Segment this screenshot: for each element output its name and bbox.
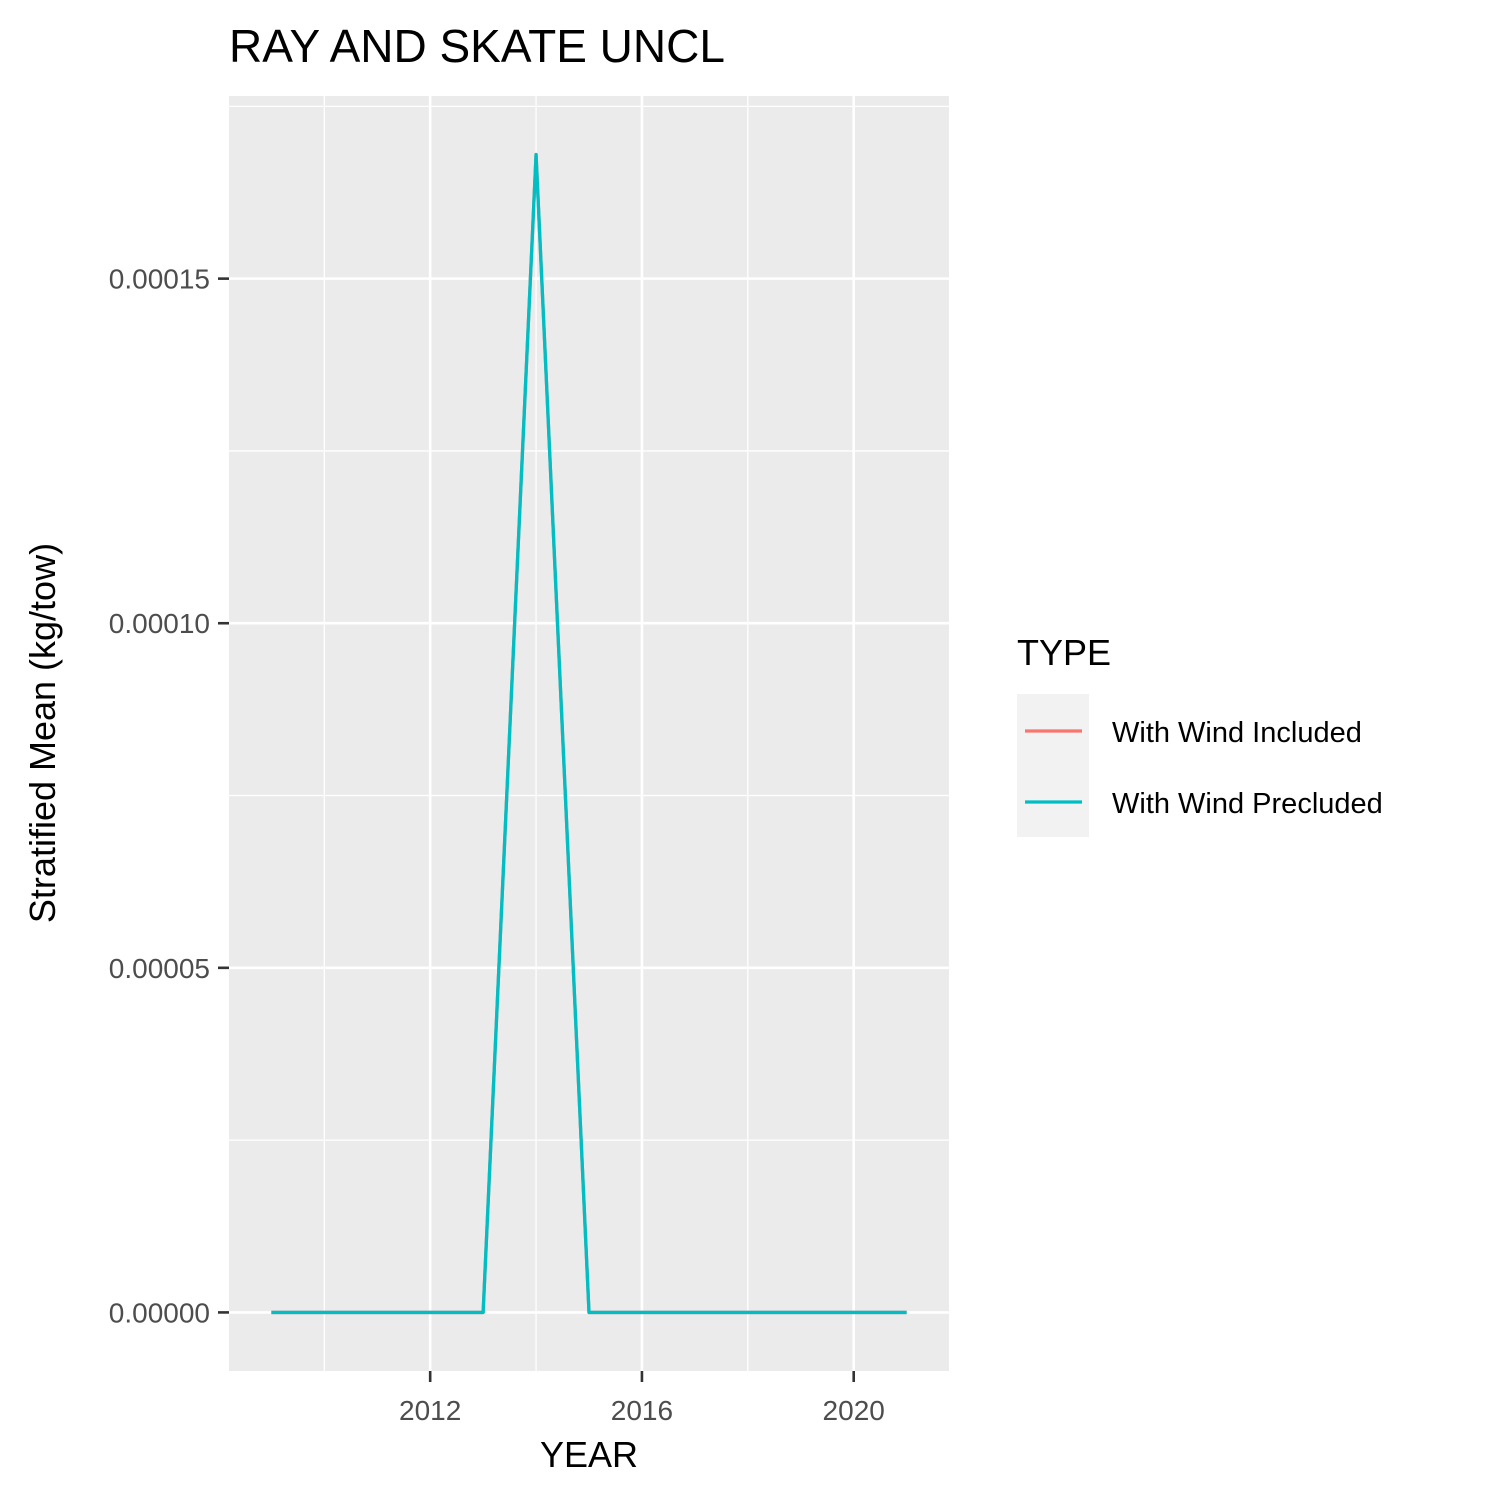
y-tick-label: 0.00010 bbox=[109, 608, 210, 639]
legend: TYPE With Wind Included With Wind Preclud… bbox=[1017, 632, 1383, 837]
series-lines bbox=[271, 152, 907, 1315]
x-axis-title: YEAR bbox=[540, 1434, 638, 1475]
x-tick-label: 2016 bbox=[611, 1395, 673, 1426]
y-axis-title: Stratified Mean (kg/tow) bbox=[22, 543, 63, 923]
y-tick-label: 0.00005 bbox=[109, 953, 210, 984]
legend-label: With Wind Included bbox=[1112, 717, 1362, 749]
chart-title: RAY AND SKATE UNCL bbox=[229, 20, 725, 72]
x-axis: 2012 2016 2020 bbox=[399, 1371, 885, 1426]
plot-panel bbox=[229, 96, 949, 1371]
minor-gridlines bbox=[229, 96, 949, 1371]
series-line-with-wind-precluded bbox=[271, 152, 907, 1315]
legend-label: With Wind Precluded bbox=[1112, 788, 1383, 820]
y-tick-label: 0.00000 bbox=[109, 1297, 210, 1328]
y-axis: 0.00000 0.00005 0.00010 0.00015 bbox=[109, 264, 229, 1328]
x-tick-label: 2020 bbox=[823, 1395, 885, 1426]
legend-title: TYPE bbox=[1017, 632, 1111, 673]
legend-key-background bbox=[1017, 694, 1089, 837]
x-tick-label: 2012 bbox=[399, 1395, 461, 1426]
y-tick-label: 0.00015 bbox=[109, 264, 210, 295]
